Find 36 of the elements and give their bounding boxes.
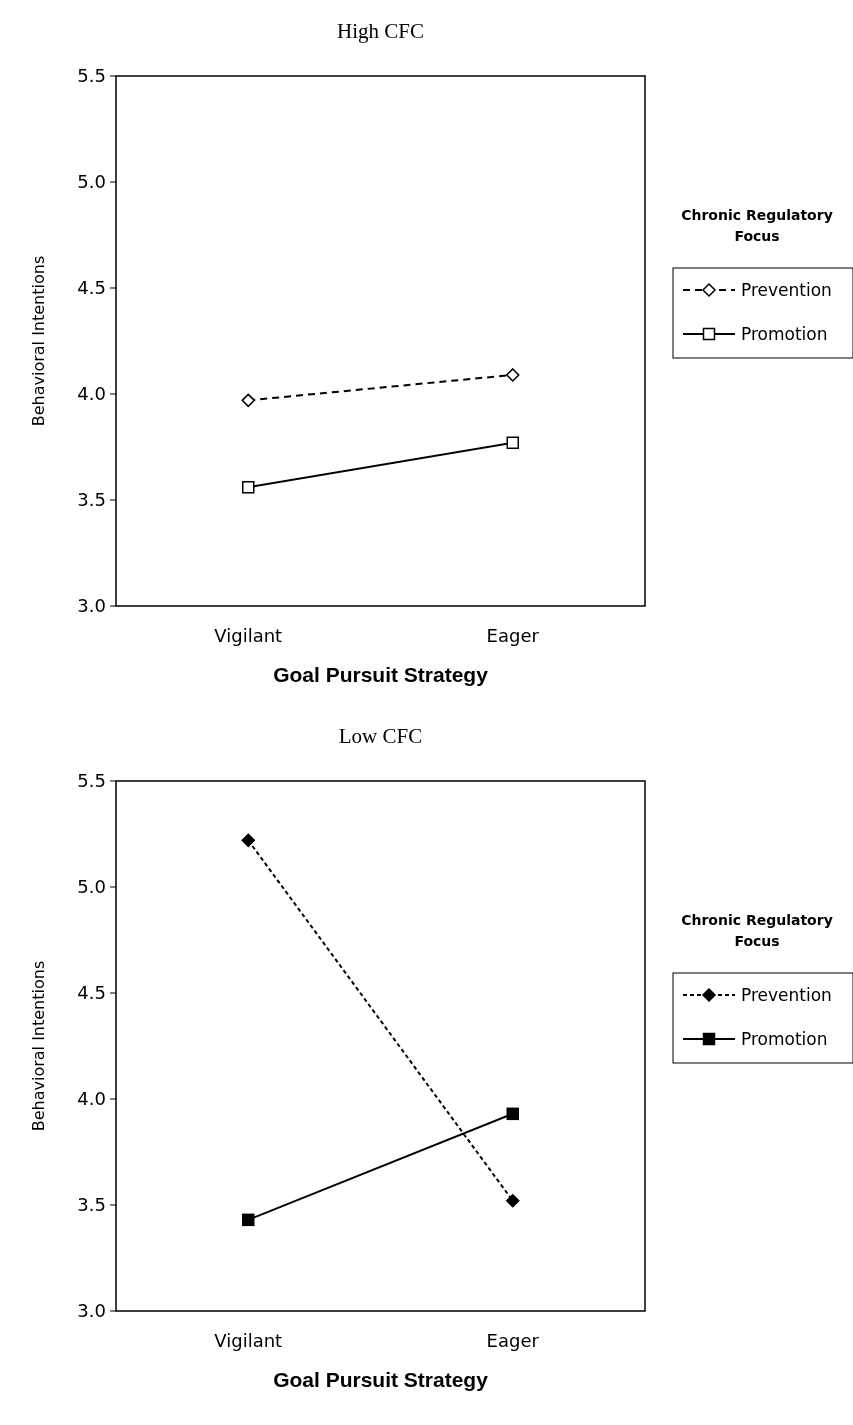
y-tick-label: 3.0	[77, 1300, 106, 1322]
y-tick-label: 5.5	[77, 65, 106, 87]
point	[506, 368, 520, 382]
x-tick-label: Vigilant	[214, 1330, 283, 1351]
point	[506, 1107, 519, 1121]
legend-label: Prevention	[741, 279, 832, 300]
x-axis-title: Goal Pursuit Strategy	[273, 1368, 489, 1391]
point	[241, 393, 255, 408]
x-axis-title: Goal Pursuit Strategy	[273, 663, 489, 686]
point	[506, 436, 519, 450]
y-tick-label: 5.0	[77, 876, 106, 898]
chart-title: High CFC	[337, 19, 424, 43]
legend-title: Chronic Regulatory Focus	[681, 207, 833, 244]
y-tick-label: 4.5	[77, 982, 106, 1004]
legend-label: Promotion	[741, 1028, 828, 1049]
legend-title: Chronic Regulatory Focus	[681, 912, 833, 949]
y-tick-label: 5.0	[77, 171, 106, 193]
y-tick-label: 5.5	[77, 770, 106, 792]
x-tick-label: Eager	[486, 625, 540, 646]
legend-label: Promotion	[741, 323, 828, 344]
point	[242, 481, 255, 494]
y-tick-label: 4.0	[77, 1088, 106, 1110]
x-tick-label: Eager	[486, 1330, 540, 1351]
legend-label: Prevention	[741, 984, 832, 1005]
y-tick-label: 4.5	[77, 277, 106, 299]
y-axis-title: Behavioral Intentions	[29, 255, 48, 427]
point	[242, 1213, 255, 1227]
y-tick-label: 3.0	[77, 595, 106, 617]
chart-title: Low CFC	[338, 724, 423, 748]
y-tick-label: 3.5	[77, 489, 106, 511]
point	[506, 1194, 520, 1208]
x-tick-label: Vigilant	[214, 625, 283, 646]
y-tick-label: 4.0	[77, 383, 106, 405]
point	[241, 833, 255, 848]
y-tick-label: 3.5	[77, 1194, 106, 1216]
y-axis-title: Behavioral Intentions	[29, 960, 48, 1132]
